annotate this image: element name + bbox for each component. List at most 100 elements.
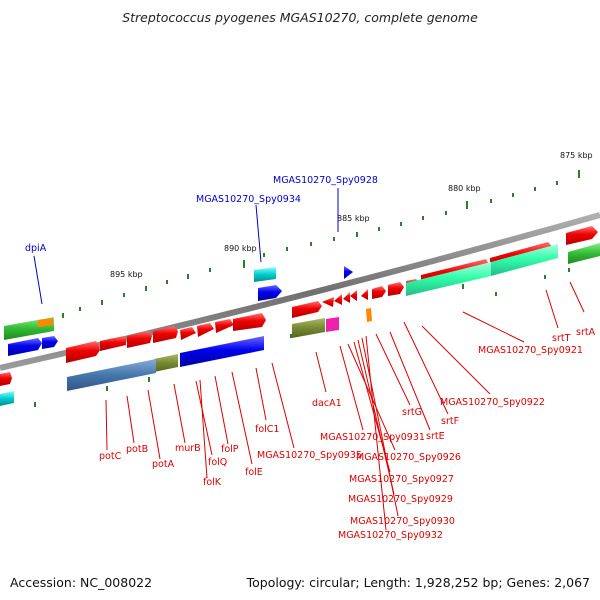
- gene-arrow-dacA1: [322, 297, 334, 307]
- gene-arrow-potB: [100, 336, 126, 351]
- leader-line-Spy0931: [339, 345, 364, 431]
- leader-line-Spy0932: [365, 335, 387, 531]
- scale-label-880: 880 kbp: [448, 184, 481, 193]
- leader-line-folK: [199, 379, 208, 479]
- leader-line-dacA1: [315, 351, 327, 393]
- leader-line-srtT: [545, 289, 559, 329]
- gene-label-Spy0927: MGAS10270_Spy0927: [349, 474, 454, 485]
- scale-label-885: 885 kbp: [337, 214, 370, 223]
- gene-arrow-folK: [197, 323, 214, 337]
- gene-arrow-srtE: [388, 282, 404, 296]
- scale-label-875: 875 kbp: [560, 151, 593, 160]
- gene-arrow-srtG: [372, 286, 386, 299]
- genome-summary-text: Topology: circular; Length: 1,928,252 bp…: [246, 575, 590, 590]
- gene-arrow-Spy0934: [258, 285, 282, 301]
- gene-arrow-potA: [127, 331, 152, 348]
- accession-text: Accession: NC_008022: [10, 575, 153, 590]
- scale-tick: [512, 193, 514, 197]
- scale-labels: 875 kbp 880 kbp 885 kbp 890 kbp 895 kbp: [110, 151, 593, 279]
- scale-tick: [556, 181, 558, 185]
- leader-line-folC1: [255, 367, 267, 421]
- gene-label-srtE: srtE: [426, 431, 445, 442]
- scale-tick: [310, 242, 312, 246]
- feature-bar-teal-1: [254, 267, 276, 282]
- scale-tick: [106, 386, 108, 391]
- gene-label-folK: folK: [203, 477, 222, 488]
- gene-label-potC: potC: [99, 451, 122, 462]
- scale-tick: [101, 300, 103, 305]
- feature-bar-orange: [366, 308, 372, 322]
- gene-arrow-dpiA: [8, 338, 42, 356]
- gene-label-Spy0926: MGAS10270_Spy0926: [356, 452, 461, 463]
- scale-label-895: 895 kbp: [110, 270, 143, 279]
- reverse-genes: [8, 266, 353, 367]
- scale-tick: [187, 274, 189, 279]
- gene-arrow-Spy0929: [350, 290, 357, 301]
- feature-bar-orange-left: [38, 318, 53, 327]
- scale-label-890: 890 kbp: [224, 244, 257, 253]
- scale-tick: [79, 307, 81, 311]
- leader-line-potC: [105, 399, 108, 451]
- gene-label-Spy0921: MGAS10270_Spy0921: [478, 345, 583, 356]
- gene-arrow-Spy0935-block: [180, 336, 264, 367]
- scale-ticks: [14, 170, 580, 407]
- scale-tick: [462, 284, 464, 289]
- gene-label-potB: potB: [126, 444, 148, 455]
- gene-arrow-Spy0926: [343, 292, 350, 303]
- gene-label-srtF: srtF: [441, 416, 459, 427]
- scale-tick: [534, 187, 536, 191]
- scale-tick: [290, 334, 292, 338]
- gene-label-folC1: folC1: [255, 424, 279, 435]
- gene-label-murB: murB: [175, 443, 201, 454]
- scale-tick: [62, 313, 64, 318]
- gene-arrow-folQ: [180, 327, 196, 340]
- genome-title: Streptococcus pyogenes MGAS10270, comple…: [122, 10, 478, 25]
- scale-tick: [148, 377, 150, 382]
- gene-arrow-srtT: [566, 226, 598, 245]
- scale-tick: [422, 216, 424, 220]
- gene-arrow-Spy0928: [344, 266, 353, 279]
- feature-bar-mint-2: [491, 244, 558, 276]
- top-gene-labels: MGAS10270_Spy0928 MGAS10270_Spy0934 dpiA: [25, 175, 378, 254]
- leader-lines: [33, 188, 585, 531]
- scale-tick: [495, 292, 497, 296]
- scale-tick: [333, 237, 335, 241]
- leader-line-Spy0922: [421, 325, 491, 395]
- leader-line-murB: [173, 383, 186, 444]
- gene-arrow-Spy0932: [361, 289, 368, 300]
- feature-bar-teal-left: [0, 391, 14, 406]
- gene-arrow-folP: [215, 319, 234, 333]
- scale-tick: [34, 402, 36, 407]
- leader-line-srtG: [375, 333, 411, 406]
- leader-line-srtA: [569, 281, 585, 313]
- leader-line-Spy0921: [462, 311, 525, 343]
- gene-arrow-folC1: [233, 313, 266, 331]
- scale-tick: [123, 293, 125, 297]
- feature-bar-olive-1: [292, 318, 325, 338]
- leader-line-srtF: [403, 321, 449, 415]
- gene-arrow-left-edge: [0, 372, 12, 386]
- gene-label-Spy0929: MGAS10270_Spy0929: [348, 494, 453, 505]
- gene-label-folQ: folQ: [208, 457, 227, 468]
- leader-line-potB: [126, 395, 135, 444]
- scale-tick: [166, 280, 168, 284]
- feature-bar-olive-2: [154, 354, 178, 372]
- feature-bars: [0, 243, 600, 406]
- scale-tick: [209, 268, 211, 272]
- bottom-gene-labels: potC potB potA murB folQ folK folP folE …: [99, 327, 596, 541]
- scale-tick: [263, 253, 265, 257]
- scale-tick: [378, 227, 380, 231]
- leader-line-folQ: [195, 380, 213, 456]
- leader-line-Spy0935: [271, 362, 295, 449]
- gene-label-folP: folP: [221, 444, 239, 455]
- gene-arrow-potC: [66, 341, 100, 363]
- scale-tick: [145, 286, 147, 291]
- gene-arrow-dpiA-2: [42, 336, 58, 349]
- scale-tick: [568, 268, 570, 272]
- leader-line-Spy0930: [361, 337, 399, 517]
- scale-tick: [400, 222, 402, 226]
- leader-line-folE: [231, 371, 253, 465]
- gene-label-Spy0935: MGAS10270_Spy0935: [257, 450, 362, 461]
- gene-label-srtA: srtA: [576, 327, 596, 338]
